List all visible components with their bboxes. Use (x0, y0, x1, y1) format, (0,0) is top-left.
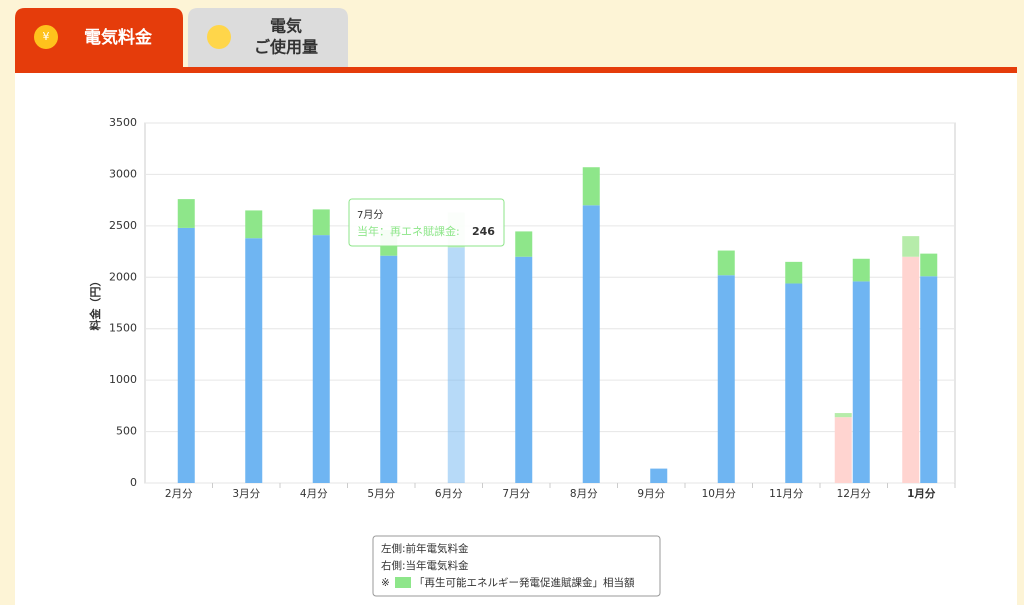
bar-segment (177, 199, 195, 228)
bar-segment (902, 236, 920, 257)
x-tick-label: 8月分 (570, 488, 598, 500)
x-tick-label: 2月分 (165, 488, 193, 500)
bar-segment (852, 281, 870, 483)
tab-icon-text: ¥ (43, 30, 50, 43)
bar-segment (717, 275, 735, 483)
tooltip-title: 7月分 (357, 209, 383, 221)
x-tick-label: 1月分 (907, 487, 936, 500)
chart: 0 500 1000 1500 2000 2500 3000 3500 2月分 3月分 4月分 5月分… (109, 116, 956, 500)
y-tick-label: 1500 (109, 322, 137, 335)
y-tick-label: 3000 (109, 167, 137, 180)
bar-segment (380, 255, 398, 483)
bar-segment (852, 258, 870, 282)
y-tick-label: 2000 (109, 270, 137, 283)
x-tick-label: 10月分 (702, 488, 737, 500)
tab-icon (34, 25, 58, 49)
x-tick-label: 7月分 (502, 488, 530, 500)
tooltip: 7月分 当年：再エネ賦課金: 246 (348, 198, 505, 247)
tab-inactive[interactable] (188, 8, 348, 68)
bar-segment (312, 209, 330, 236)
tab-bar (15, 67, 1017, 73)
bar-segment (717, 250, 735, 276)
bar-segment (920, 253, 938, 277)
x-tick-label: 6月分 (435, 488, 463, 500)
bar-segment (447, 247, 465, 483)
x-tick-label: 12月分 (837, 488, 872, 500)
bar-segment (582, 167, 600, 206)
bar-segment (834, 413, 852, 418)
y-tick-label: 500 (116, 425, 137, 438)
bar-segment (834, 417, 852, 483)
bar-segment (245, 210, 263, 239)
bar-segment (245, 238, 263, 483)
x-tick-label: 5月分 (367, 488, 395, 500)
legend-swatch (395, 577, 411, 588)
legend-text: 「再生可能エネルギー発電促進賦課金」相当額 (414, 576, 635, 589)
bar-segment (650, 468, 668, 483)
legend: 左側:前年電気料金 右側:当年電気料金 ※ 「再生可能エネルギー発電促進賦課金」… (372, 535, 661, 597)
x-tick-label: 9月分 (637, 488, 665, 500)
y-tick-label: 2500 (109, 219, 137, 232)
x-tick-label: 3月分 (232, 488, 260, 500)
tab-icon (207, 25, 231, 49)
y-tick-label: 0 (130, 476, 137, 489)
tab-active[interactable] (15, 8, 183, 68)
x-tick-label: 4月分 (300, 488, 328, 500)
bar-segment (515, 256, 533, 483)
bar-segment (902, 256, 920, 483)
legend-text: 左側:前年電気料金 (381, 542, 469, 555)
tab-label: 電気料金 (84, 27, 153, 48)
tab-label: ご使用量 (254, 38, 318, 57)
tab-label: 電気 (270, 17, 302, 36)
x-tick-label: 11月分 (769, 488, 804, 500)
bar-segment (515, 231, 533, 257)
legend-text: ※ (381, 577, 390, 589)
y-tick-label: 3500 (109, 116, 137, 129)
legend-box (372, 535, 661, 597)
bar-segment (582, 205, 600, 484)
y-tick-label: 1000 (109, 373, 137, 386)
tooltip-value: 246 (472, 225, 495, 238)
legend-text: 右側:当年電気料金 (381, 559, 469, 572)
bar-segment (312, 235, 330, 483)
tooltip-label: 当年：再エネ賦課金: (357, 224, 460, 238)
bar-segment (785, 261, 803, 284)
tooltip-box (348, 198, 505, 247)
bar-segment (177, 227, 195, 483)
y-axis-label: 料金（円） (88, 276, 102, 331)
bar-segment (920, 276, 938, 483)
bar-segment (785, 283, 803, 483)
